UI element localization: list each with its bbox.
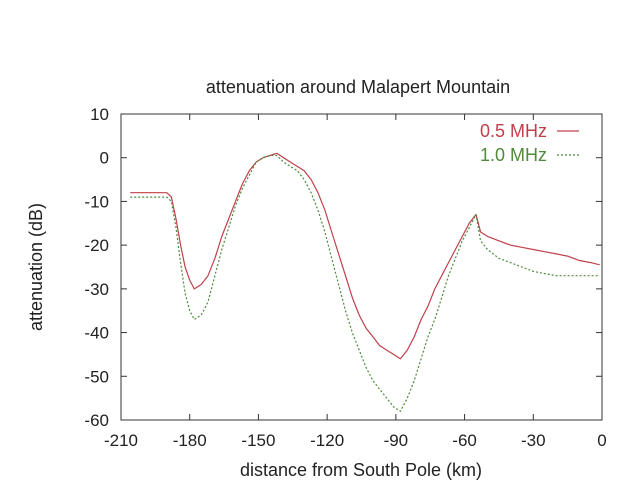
x-tick-label: -120 — [310, 431, 344, 450]
x-tick-label: -60 — [452, 431, 477, 450]
x-tick-label: -150 — [241, 431, 275, 450]
y-axis-title: attenuation (dB) — [26, 203, 46, 331]
series-line-1 — [130, 152, 600, 360]
series-layer — [130, 152, 600, 412]
y-tick-label: -40 — [84, 324, 109, 343]
x-axis-title: distance from South Pole (km) — [240, 460, 482, 480]
y-tick-label: -60 — [84, 411, 109, 430]
y-axis: 10 0 -10 -20 -30 -40 -50 -60 — [84, 105, 602, 430]
x-tick-label: -90 — [384, 431, 409, 450]
y-tick-label: 10 — [90, 105, 109, 124]
legend-label: 0.5 MHz — [480, 121, 547, 141]
plot-frame — [120, 113, 603, 421]
y-tick-label: -30 — [84, 280, 109, 299]
x-tick-label: -180 — [173, 431, 207, 450]
x-tick-label: 0 — [597, 431, 606, 450]
chart-title: attenuation around Malapert Mountain — [206, 77, 510, 97]
legend-label: 1.0 MHz — [480, 145, 547, 165]
x-axis: -210 -180 -150 -120 -90 -60 -30 0 — [104, 114, 607, 450]
x-tick-label: -210 — [104, 431, 138, 450]
legend: 0.5 MHz 1.0 MHz — [480, 121, 579, 165]
y-tick-label: 0 — [100, 149, 109, 168]
y-tick-label: -20 — [84, 236, 109, 255]
y-tick-label: -10 — [84, 192, 109, 211]
series-line-2 — [130, 154, 600, 412]
y-tick-label: -50 — [84, 367, 109, 386]
x-tick-label: -30 — [521, 431, 546, 450]
